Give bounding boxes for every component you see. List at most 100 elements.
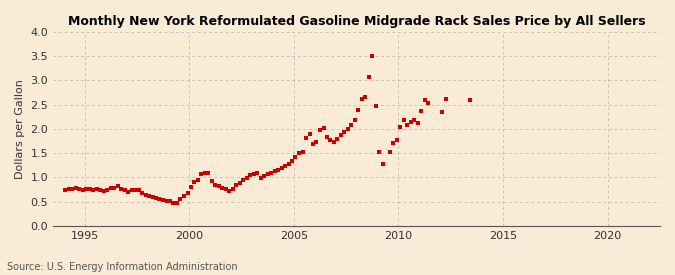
Point — [189, 180, 200, 184]
Point — [242, 176, 252, 180]
Point — [105, 186, 116, 190]
Point — [224, 189, 235, 193]
Point — [182, 191, 193, 195]
Point — [144, 194, 155, 199]
Point — [221, 187, 232, 191]
Point — [284, 162, 294, 166]
Point — [133, 188, 144, 193]
Point — [419, 98, 430, 102]
Point — [109, 185, 119, 190]
Point — [356, 97, 367, 101]
Point — [279, 164, 290, 168]
Point — [332, 137, 343, 141]
Point — [116, 186, 127, 191]
Point — [67, 187, 78, 191]
Point — [297, 150, 308, 154]
Point — [255, 176, 266, 181]
Point — [203, 171, 214, 175]
Point — [245, 173, 256, 178]
Point — [175, 197, 186, 201]
Point — [81, 186, 92, 191]
Point — [276, 166, 287, 170]
Point — [440, 97, 451, 101]
Point — [126, 188, 137, 193]
Point — [171, 201, 182, 205]
Point — [192, 178, 203, 182]
Point — [269, 169, 280, 173]
Point — [392, 138, 402, 142]
Point — [154, 197, 165, 201]
Point — [353, 107, 364, 112]
Point — [196, 172, 207, 177]
Point — [304, 131, 315, 136]
Point — [335, 133, 346, 137]
Y-axis label: Dollars per Gallon: Dollars per Gallon — [15, 79, 25, 179]
Point — [384, 150, 395, 154]
Point — [95, 188, 106, 193]
Point — [200, 170, 211, 175]
Point — [287, 159, 298, 164]
Point — [252, 170, 263, 175]
Point — [416, 109, 427, 114]
Point — [112, 184, 123, 188]
Point — [207, 178, 217, 183]
Point — [231, 183, 242, 187]
Point — [60, 187, 71, 192]
Point — [350, 118, 360, 122]
Point — [398, 118, 409, 122]
Point — [210, 183, 221, 187]
Point — [339, 130, 350, 134]
Point — [63, 186, 74, 191]
Point — [151, 196, 161, 200]
Point — [161, 199, 172, 203]
Point — [308, 142, 319, 147]
Point — [137, 191, 148, 195]
Point — [377, 162, 388, 166]
Point — [395, 125, 406, 129]
Point — [321, 135, 332, 139]
Point — [402, 122, 412, 127]
Point — [412, 121, 423, 125]
Point — [102, 187, 113, 192]
Point — [371, 104, 381, 108]
Point — [263, 171, 273, 176]
Point — [464, 98, 475, 102]
Point — [363, 74, 374, 79]
Point — [405, 120, 416, 124]
Point — [217, 186, 227, 190]
Point — [388, 141, 399, 145]
Point — [238, 178, 248, 183]
Point — [119, 188, 130, 193]
Point — [367, 54, 378, 58]
Point — [346, 123, 357, 127]
Point — [325, 138, 336, 142]
Point — [147, 195, 158, 199]
Point — [78, 188, 88, 192]
Point — [74, 186, 85, 191]
Point — [186, 185, 196, 189]
Point — [248, 172, 259, 176]
Point — [409, 117, 420, 122]
Title: Monthly New York Reformulated Gasoline Midgrade Rack Sales Price by All Sellers: Monthly New York Reformulated Gasoline M… — [68, 15, 645, 28]
Point — [88, 188, 99, 192]
Point — [290, 154, 301, 159]
Point — [360, 95, 371, 99]
Point — [437, 110, 448, 115]
Point — [70, 185, 81, 190]
Point — [423, 101, 433, 105]
Text: Source: U.S. Energy Information Administration: Source: U.S. Energy Information Administ… — [7, 262, 238, 272]
Point — [329, 140, 340, 144]
Point — [165, 199, 176, 203]
Point — [273, 167, 284, 172]
Point — [123, 190, 134, 194]
Point — [227, 186, 238, 191]
Point — [315, 128, 325, 133]
Point — [158, 197, 169, 202]
Point — [130, 188, 140, 192]
Point — [311, 139, 322, 144]
Point — [91, 187, 102, 191]
Point — [294, 151, 304, 155]
Point — [300, 136, 311, 140]
Point — [179, 194, 190, 198]
Point — [213, 183, 224, 188]
